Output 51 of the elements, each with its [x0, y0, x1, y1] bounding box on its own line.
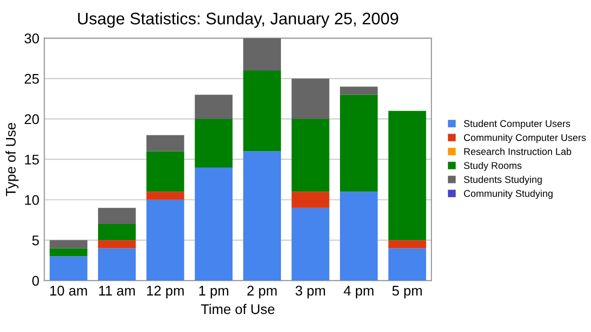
bar [243, 38, 281, 70]
bar [50, 240, 88, 248]
legend-label: Research Instruction Lab [464, 148, 572, 156]
x-tick-label: 5 pm [392, 286, 422, 298]
bar [146, 192, 184, 200]
bar [194, 118, 233, 168]
bar [243, 70, 281, 152]
bar [388, 110, 426, 240]
bar [292, 192, 330, 208]
bar [194, 167, 233, 281]
y-tick-label: 25 [24, 74, 39, 84]
legend-label: Students Studying [464, 176, 542, 185]
legend-label: Student Computer Users [464, 120, 570, 129]
chart-title: Usage Statistics: Sunday, January 25, 2009 [78, 12, 398, 28]
bar [243, 151, 281, 281]
bar [292, 118, 330, 192]
bar [98, 240, 136, 248]
bar [146, 135, 184, 152]
x-axis-title: Time of Use [201, 304, 274, 314]
bar [194, 94, 233, 119]
legend-label: Community Studying [464, 190, 553, 199]
legend-label: Study Rooms [464, 162, 522, 171]
x-tick-label: 1 pm [199, 286, 228, 298]
x-tick-label: 2 pm [247, 286, 277, 298]
x-tick-label: 11 am [99, 286, 135, 296]
x-tick-label: 4 pm [344, 286, 374, 298]
bar [292, 78, 330, 119]
x-tick-label: 3 pm [296, 286, 325, 298]
bar [146, 151, 184, 192]
bar [50, 256, 88, 281]
x-tick-label: 10 am [50, 286, 87, 296]
y-axis-title: Type of Use [6, 122, 18, 196]
bar [98, 248, 136, 281]
bar [340, 192, 378, 281]
y-tick-label: 30 [24, 34, 39, 44]
y-tick-label: 0 [32, 276, 39, 286]
bar [388, 248, 426, 281]
x-tick-label: 12 pm [147, 286, 184, 298]
y-tick-label: 10 [25, 195, 39, 205]
bar [292, 208, 330, 281]
bar [98, 208, 136, 224]
y-tick-label: 20 [24, 114, 39, 124]
bar [340, 86, 378, 95]
legend-label: Community Computer Users [464, 134, 586, 143]
y-tick-label: 15 [25, 154, 39, 165]
bar [146, 200, 184, 281]
y-tick-label: 5 [32, 236, 39, 246]
bar [388, 240, 426, 248]
bar [98, 224, 136, 240]
bar [340, 94, 378, 192]
bar [50, 248, 88, 256]
